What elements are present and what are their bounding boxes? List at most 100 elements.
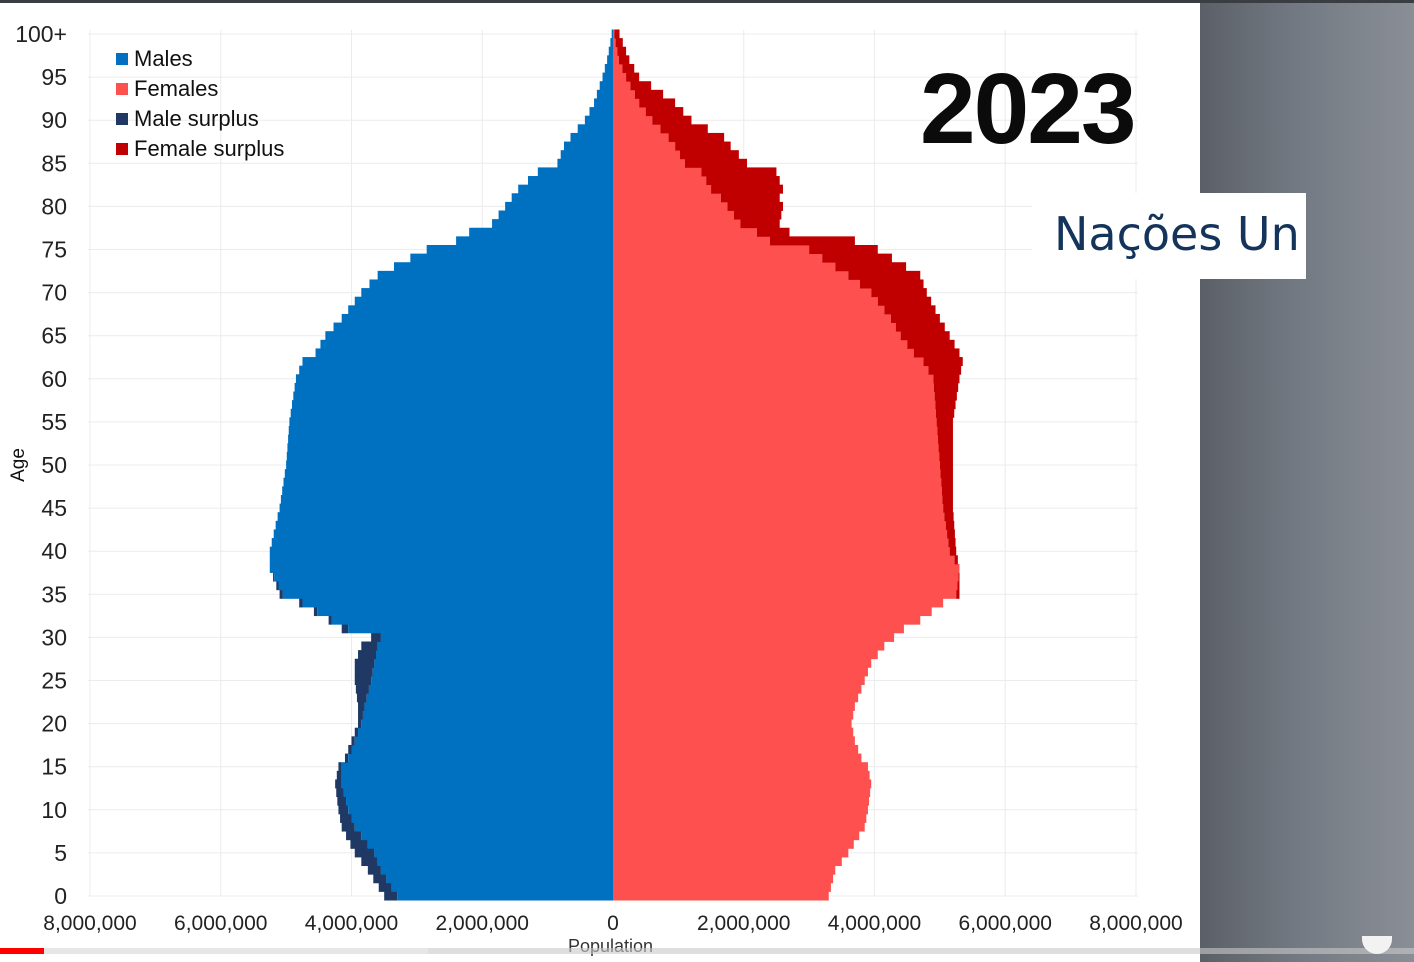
female-bar <box>613 374 934 384</box>
female-bar <box>613 874 834 884</box>
male-surplus-bar <box>344 753 349 763</box>
male-bar <box>589 107 613 117</box>
female-bar <box>613 227 757 237</box>
female-bar <box>613 469 941 479</box>
y-tick-label: 10 <box>41 797 67 823</box>
x-tick-label: 6,000,000 <box>174 912 267 935</box>
male-bar <box>376 650 613 660</box>
male-bar <box>271 538 613 548</box>
male-bar <box>584 115 613 125</box>
male-bar <box>275 520 613 530</box>
male-bar <box>511 193 613 203</box>
female-bar <box>613 348 914 358</box>
female-bar <box>613 193 721 203</box>
male-surplus-bar <box>350 839 368 849</box>
female-surplus-bar <box>949 546 957 556</box>
male-bar <box>325 331 613 341</box>
male-surplus-bar <box>358 701 365 711</box>
female-bar <box>613 693 859 703</box>
female-surplus-bar <box>680 150 739 160</box>
female-surplus-bar <box>756 227 790 237</box>
female-bar <box>613 115 653 125</box>
female-surplus-bar <box>769 236 855 246</box>
female-bar <box>613 658 872 668</box>
male-surplus-bar <box>367 865 381 875</box>
female-surplus-bar <box>706 176 780 186</box>
female-surplus-bar <box>634 89 664 99</box>
female-surplus-bar <box>684 158 748 168</box>
male-surplus-bar <box>355 684 369 694</box>
male-surplus-bar <box>358 650 377 660</box>
male-bar <box>269 546 613 556</box>
male-surplus-bar <box>354 658 375 668</box>
female-surplus-bar <box>941 477 953 487</box>
male-bar <box>348 305 613 315</box>
female-surplus-bar <box>675 141 731 151</box>
female-bar <box>613 382 934 392</box>
female-bar <box>613 262 836 272</box>
legend-label: Male surplus <box>134 106 259 131</box>
female-surplus-bar <box>945 520 955 530</box>
male-surplus-bar <box>341 822 355 832</box>
female-bar <box>613 167 702 177</box>
female-bar <box>613 201 728 211</box>
male-bar <box>505 201 613 211</box>
male-bar <box>594 98 613 108</box>
female-surplus-bar <box>933 374 960 384</box>
female-bar <box>613 124 661 134</box>
chart-area: 8,000,000 6,000,000 4,000,000 2,000,000 0 2,0… <box>7 21 1183 956</box>
male-bar <box>333 322 613 332</box>
female-bar <box>613 736 855 746</box>
male-bar <box>284 469 613 479</box>
y-tick-label: 100+ <box>15 21 67 47</box>
x-tick-label: 6,000,000 <box>959 912 1052 935</box>
female-bar <box>613 357 924 367</box>
male-bar <box>369 279 613 289</box>
male-surplus-bar <box>341 624 349 634</box>
female-bar <box>613 400 936 410</box>
female-surplus-bar <box>645 107 684 117</box>
legend-label: Females <box>134 76 219 101</box>
x-tick-label: 4,000,000 <box>828 912 921 935</box>
x-tick-label: 8,000,000 <box>43 912 136 935</box>
male-bar <box>348 624 613 634</box>
female-bar <box>613 813 867 823</box>
female-bar <box>613 29 615 39</box>
video-progress-bar[interactable] <box>0 936 1414 954</box>
female-surplus-bar <box>940 469 953 479</box>
female-bar <box>613 538 949 548</box>
female-bar <box>613 426 938 436</box>
female-bar <box>613 244 810 255</box>
female-surplus-bar <box>877 296 932 306</box>
female-bar <box>613 313 891 323</box>
female-bar <box>613 477 942 487</box>
female-bar <box>613 788 871 798</box>
y-tick-label: 50 <box>41 452 67 478</box>
y-tick-label: 55 <box>41 409 67 435</box>
female-bar <box>613 176 707 186</box>
male-surplus-bar <box>384 891 398 901</box>
male-bar <box>498 210 613 220</box>
female-surplus-bar <box>711 184 783 194</box>
female-bar <box>613 848 849 858</box>
video-control-knob[interactable] <box>1362 936 1392 954</box>
legend-label: Males <box>134 46 193 71</box>
male-bar <box>607 55 613 65</box>
y-tick-label: 15 <box>41 754 67 780</box>
female-surplus-bar <box>727 201 783 211</box>
male-bar <box>282 589 613 599</box>
male-bar <box>377 641 613 651</box>
female-bar <box>613 270 849 280</box>
male-bar <box>315 348 613 358</box>
female-bar <box>613 753 862 763</box>
female-surplus-bar <box>900 331 950 341</box>
male-bar <box>351 813 613 823</box>
y-tick-label: 5 <box>54 840 67 866</box>
male-bar <box>341 779 613 789</box>
male-surplus-bar <box>273 572 275 582</box>
male-bar <box>294 382 613 392</box>
male-bar <box>380 865 613 875</box>
male-bar <box>293 391 613 401</box>
female-bar <box>613 589 957 599</box>
male-bar <box>277 512 613 522</box>
